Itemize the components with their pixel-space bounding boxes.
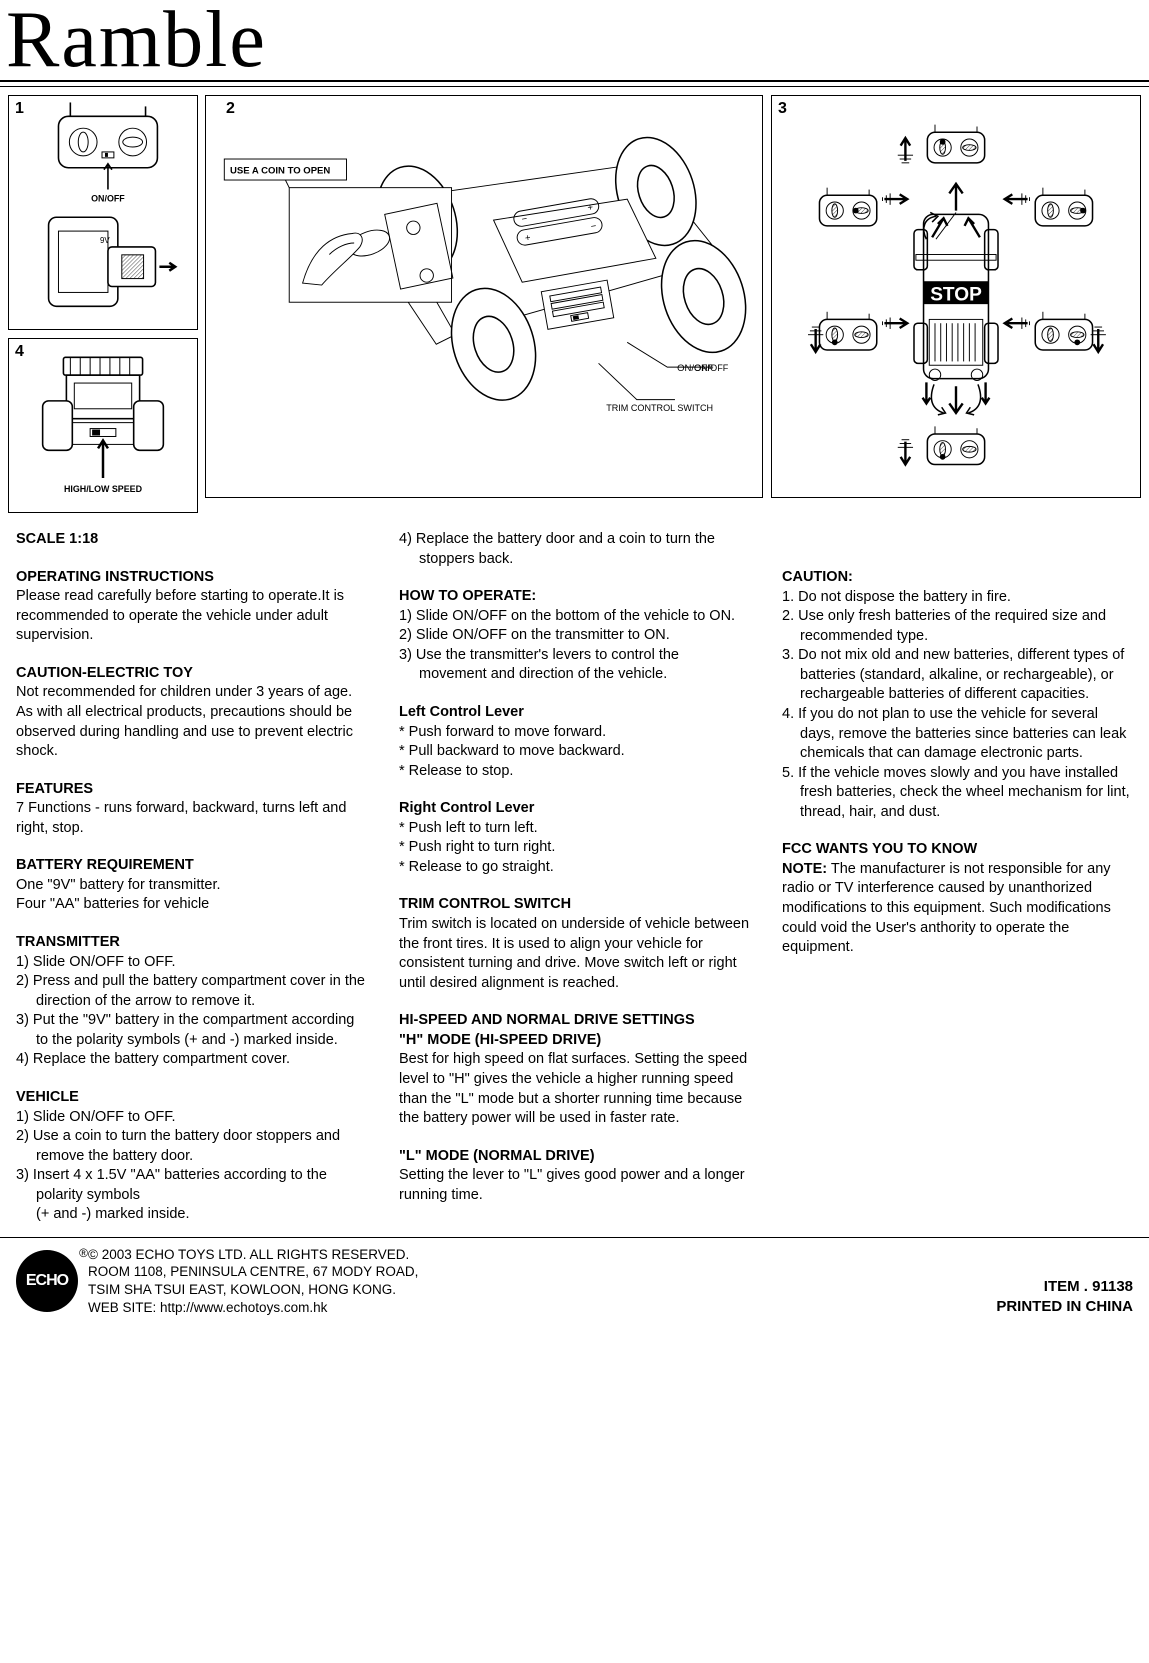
footer-left: ECHO ® © 2003 ECHO TOYS LTD. ALL RIGHTS …	[16, 1246, 984, 1316]
list-item: Push forward to move forward.	[399, 723, 750, 743]
panel-1-diagram: ON/OFF 9V	[9, 96, 197, 329]
panel-3: 3	[771, 95, 1141, 498]
caution-electric-heading: CAUTION-ELECTRIC TOY	[16, 664, 367, 684]
list-item: 4) Replace the battery door and a coin t…	[399, 530, 750, 569]
caution-electric-p2: As with all electrical products, precaut…	[16, 703, 367, 762]
speed-heading-1: HI-SPEED AND NORMAL DRIVE SETTINGS	[399, 1011, 750, 1031]
panel-2-number: 2	[226, 100, 235, 118]
fcc-body: The manufacturer is not responsible for …	[782, 861, 1111, 955]
svg-text:ON/OFF: ON/OFF	[694, 363, 729, 373]
footer-line: TSIM SHA TSUI EAST, KOWLOON, HONG KONG.	[88, 1281, 418, 1299]
printed-in: PRINTED IN CHINA	[996, 1297, 1133, 1317]
features-text: 7 Functions - runs forward, backward, tu…	[16, 799, 367, 838]
panel-2: 2 −+	[205, 95, 763, 498]
operating-heading: OPERATING INSTRUCTIONS	[16, 568, 367, 588]
panel3-stop-label: STOP	[930, 284, 982, 305]
svg-text:9V: 9V	[100, 236, 110, 245]
footer-line: © 2003 ECHO TOYS LTD. ALL RIGHTS RESERVE…	[88, 1246, 418, 1264]
footer: ECHO ® © 2003 ECHO TOYS LTD. ALL RIGHTS …	[0, 1238, 1149, 1324]
registered-icon: ®	[79, 1246, 88, 1260]
panel2-trim-label: TRIM CONTROL SWITCH	[606, 403, 713, 413]
product-title: Ramble	[6, 0, 1143, 80]
battery-p1: One "9V" battery for transmitter.	[16, 876, 367, 896]
footer-line: WEB SITE: http://www.echotoys.com.hk	[88, 1299, 418, 1317]
list-item: Push left to turn left.	[399, 819, 750, 839]
list-item: 4. If you do not plan to use the vehicle…	[782, 705, 1133, 764]
panel-3-number: 3	[778, 100, 787, 118]
fcc-note-label: NOTE:	[782, 861, 827, 877]
right-lever-list: Push left to turn left. Push right to tu…	[399, 819, 750, 878]
logo-text: ECHO	[26, 1272, 68, 1290]
list-item: Release to stop.	[399, 762, 750, 782]
caution-list: 1. Do not dispose the battery in fire. 2…	[782, 588, 1133, 823]
list-item: 1) Slide ON/OFF on the bottom of the veh…	[399, 607, 750, 627]
trim-heading: TRIM CONTROL SWITCH	[399, 895, 750, 915]
instruction-columns: SCALE 1:18 OPERATING INSTRUCTIONS Please…	[0, 506, 1149, 1233]
caution-electric-p1: Not recommended for children under 3 yea…	[16, 683, 367, 703]
list-item: 2) Press and pull the battery compartmen…	[16, 972, 367, 1011]
list-item: Push right to turn right.	[399, 838, 750, 858]
column-1: SCALE 1:18 OPERATING INSTRUCTIONS Please…	[16, 530, 367, 1225]
panel-2-diagram: −+ +− USE A COIN TO OPEN	[206, 96, 762, 497]
list-item: 3) Insert 4 x 1.5V "AA" batteries accord…	[16, 1166, 367, 1205]
panel-1: 1 ON/OFF	[8, 95, 198, 330]
left-lever-heading: Left Control Lever	[399, 703, 750, 723]
panel-4-number: 4	[15, 343, 24, 361]
diagram-row: 1 ON/OFF	[0, 86, 1149, 506]
list-item: Pull backward to move backward.	[399, 742, 750, 762]
list-item: 2. Use only fresh batteries of the requi…	[782, 607, 1133, 646]
speed-text-1: Best for high speed on flat surfaces. Se…	[399, 1050, 750, 1128]
vehicle-heading: VEHICLE	[16, 1088, 367, 1108]
transmitter-heading: TRANSMITTER	[16, 933, 367, 953]
trim-text: Trim switch is located on underside of v…	[399, 915, 750, 993]
list-item: 2) Use a coin to turn the battery door s…	[16, 1127, 367, 1166]
footer-right: ITEM . 91138 PRINTED IN CHINA	[996, 1277, 1133, 1316]
list-item: Release to go straight.	[399, 858, 750, 878]
right-lever-heading: Right Control Lever	[399, 799, 750, 819]
footer-address: © 2003 ECHO TOYS LTD. ALL RIGHTS RESERVE…	[88, 1246, 418, 1316]
list-item: 3. Do not mix old and new batteries, dif…	[782, 646, 1133, 705]
left-lever-list: Push forward to move forward. Pull backw…	[399, 723, 750, 782]
column-2: 4) Replace the battery door and a coin t…	[399, 530, 750, 1225]
panel-4-diagram: HIGH/LOW SPEED	[9, 339, 197, 512]
panel1-onoff-label: ON/OFF	[91, 193, 125, 203]
list-item: 4) Replace the battery compartment cover…	[16, 1050, 367, 1070]
list-item: 1) Slide ON/OFF to OFF.	[16, 1108, 367, 1128]
operating-text: Please read carefully before starting to…	[16, 587, 367, 646]
speed-heading-2: "H" MODE (HI-SPEED DRIVE)	[399, 1031, 750, 1051]
title-bar: Ramble	[0, 0, 1149, 82]
list-item: 5. If the vehicle moves slowly and you h…	[782, 764, 1133, 823]
vehicle-list: 1) Slide ON/OFF to OFF. 2) Use a coin to…	[16, 1108, 367, 1225]
panel-4: 4 HIGH/LOW SPEED	[8, 338, 198, 513]
footer-line: ROOM 1108, PENINSULA CENTRE, 67 MODY ROA…	[88, 1263, 418, 1281]
scale-heading: SCALE 1:18	[16, 531, 98, 547]
panel2-callout: USE A COIN TO OPEN	[230, 165, 330, 176]
left-panel-column: 1 ON/OFF	[8, 95, 198, 498]
list-item: 2) Slide ON/OFF on the transmitter to ON…	[399, 626, 750, 646]
fcc-heading: FCC WANTS YOU TO KNOW	[782, 840, 1133, 860]
list-item: 1) Slide ON/OFF to OFF.	[16, 953, 367, 973]
speed-heading-3: "L" MODE (NORMAL DRIVE)	[399, 1147, 750, 1167]
howto-list: 1) Slide ON/OFF on the bottom of the veh…	[399, 607, 750, 685]
features-heading: FEATURES	[16, 780, 367, 800]
battery-p2: Four "AA" batteries for vehicle	[16, 895, 367, 915]
column-3: CAUTION: 1. Do not dispose the battery i…	[782, 530, 1133, 1225]
panel4-speed-label: HIGH/LOW SPEED	[64, 483, 143, 493]
caution-heading: CAUTION:	[782, 568, 1133, 588]
fcc-text: NOTE: The manufacturer is not responsibl…	[782, 860, 1133, 958]
panel-1-number: 1	[15, 100, 24, 118]
item-number: ITEM . 91138	[996, 1277, 1133, 1297]
howto-heading: HOW TO OPERATE:	[399, 587, 750, 607]
panel-3-diagram: STOP	[772, 96, 1140, 497]
transmitter-list: 1) Slide ON/OFF to OFF. 2) Press and pul…	[16, 953, 367, 1070]
echo-logo: ECHO ®	[16, 1250, 78, 1312]
list-item: (+ and -) marked inside.	[16, 1205, 367, 1225]
list-item: 3) Use the transmitter's levers to contr…	[399, 646, 750, 685]
list-item: 3) Put the "9V" battery in the compartme…	[16, 1011, 367, 1050]
battery-heading: BATTERY REQUIREMENT	[16, 856, 367, 876]
list-item: 1. Do not dispose the battery in fire.	[782, 588, 1133, 608]
speed-text-2: Setting the lever to "L" gives good powe…	[399, 1166, 750, 1205]
